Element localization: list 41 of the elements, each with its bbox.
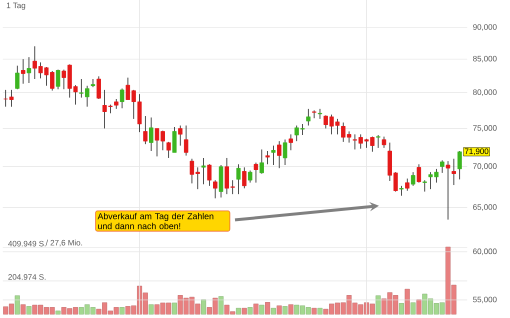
- candlestick: [416, 164, 422, 183]
- candlestick: [457, 150, 462, 180]
- annotation: Abverkauf am Tag der Zahlen und dann nach oben!: [98, 212, 214, 230]
- candlestick: [236, 164, 241, 194]
- candlestick: [172, 126, 177, 153]
- candlestick: [254, 162, 258, 183]
- candlestick: [149, 116, 154, 152]
- candlestick: [15, 65, 20, 90]
- candlestick: [242, 166, 246, 189]
- candlestick: [405, 178, 410, 192]
- candlestick: [248, 170, 252, 183]
- candlestick: [143, 116, 148, 144]
- candlestick: [382, 136, 386, 148]
- candlestick: [288, 134, 294, 151]
- candlestick: [440, 160, 444, 174]
- candlestick: [166, 141, 171, 158]
- candlestick: [376, 134, 380, 148]
- candlestick: [20, 58, 26, 84]
- candlestick: [120, 88, 124, 108]
- candlestick: [96, 76, 101, 100]
- candlestick: [184, 125, 188, 156]
- candlestick: [306, 108, 310, 126]
- candlestick: [410, 172, 416, 186]
- candlestick: [213, 180, 218, 199]
- candlestick: [265, 150, 270, 164]
- candlestick: [452, 158, 456, 186]
- candlestick: [114, 98, 118, 110]
- candlestick: [260, 148, 264, 174]
- candlestick: [399, 185, 404, 196]
- candlestick: [26, 56, 32, 84]
- candlestick: [271, 145, 276, 166]
- candlestick: [90, 78, 96, 88]
- candlestick: [207, 164, 212, 186]
- candlestick: [282, 139, 288, 166]
- candlestick: [422, 180, 427, 192]
- candlestick: [318, 108, 322, 120]
- candlestick: [277, 140, 282, 168]
- candlestick: [446, 160, 450, 220]
- candlestick: [56, 69, 60, 90]
- candlestick: [201, 157, 206, 184]
- candlestick: [178, 125, 182, 146]
